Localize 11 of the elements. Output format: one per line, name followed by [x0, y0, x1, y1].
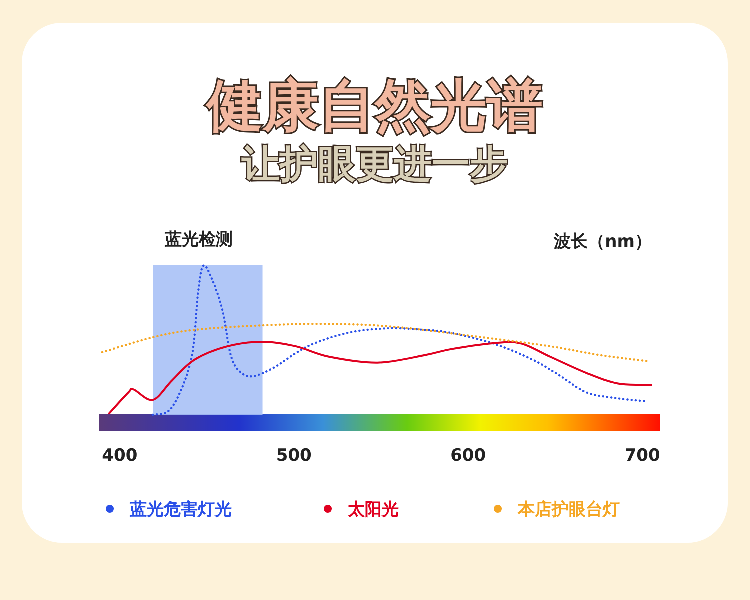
legend-label: 太阳光 — [347, 500, 399, 520]
chart-subtitle: 让护眼更进一步 — [241, 142, 508, 186]
x-tick-label: 700 — [624, 446, 660, 466]
legend-label: 本店护眼台灯 — [517, 500, 620, 520]
x-axis-title: 波长（nm） — [553, 232, 652, 252]
band-label: 蓝光检测 — [164, 230, 234, 250]
legend-label: 蓝光危害灯光 — [129, 500, 232, 520]
chart-title: 健康自然光谱 — [205, 74, 543, 139]
x-tick-label: 500 — [276, 446, 312, 466]
x-tick-label: 400 — [102, 446, 138, 466]
x-tick-label: 600 — [450, 446, 486, 466]
